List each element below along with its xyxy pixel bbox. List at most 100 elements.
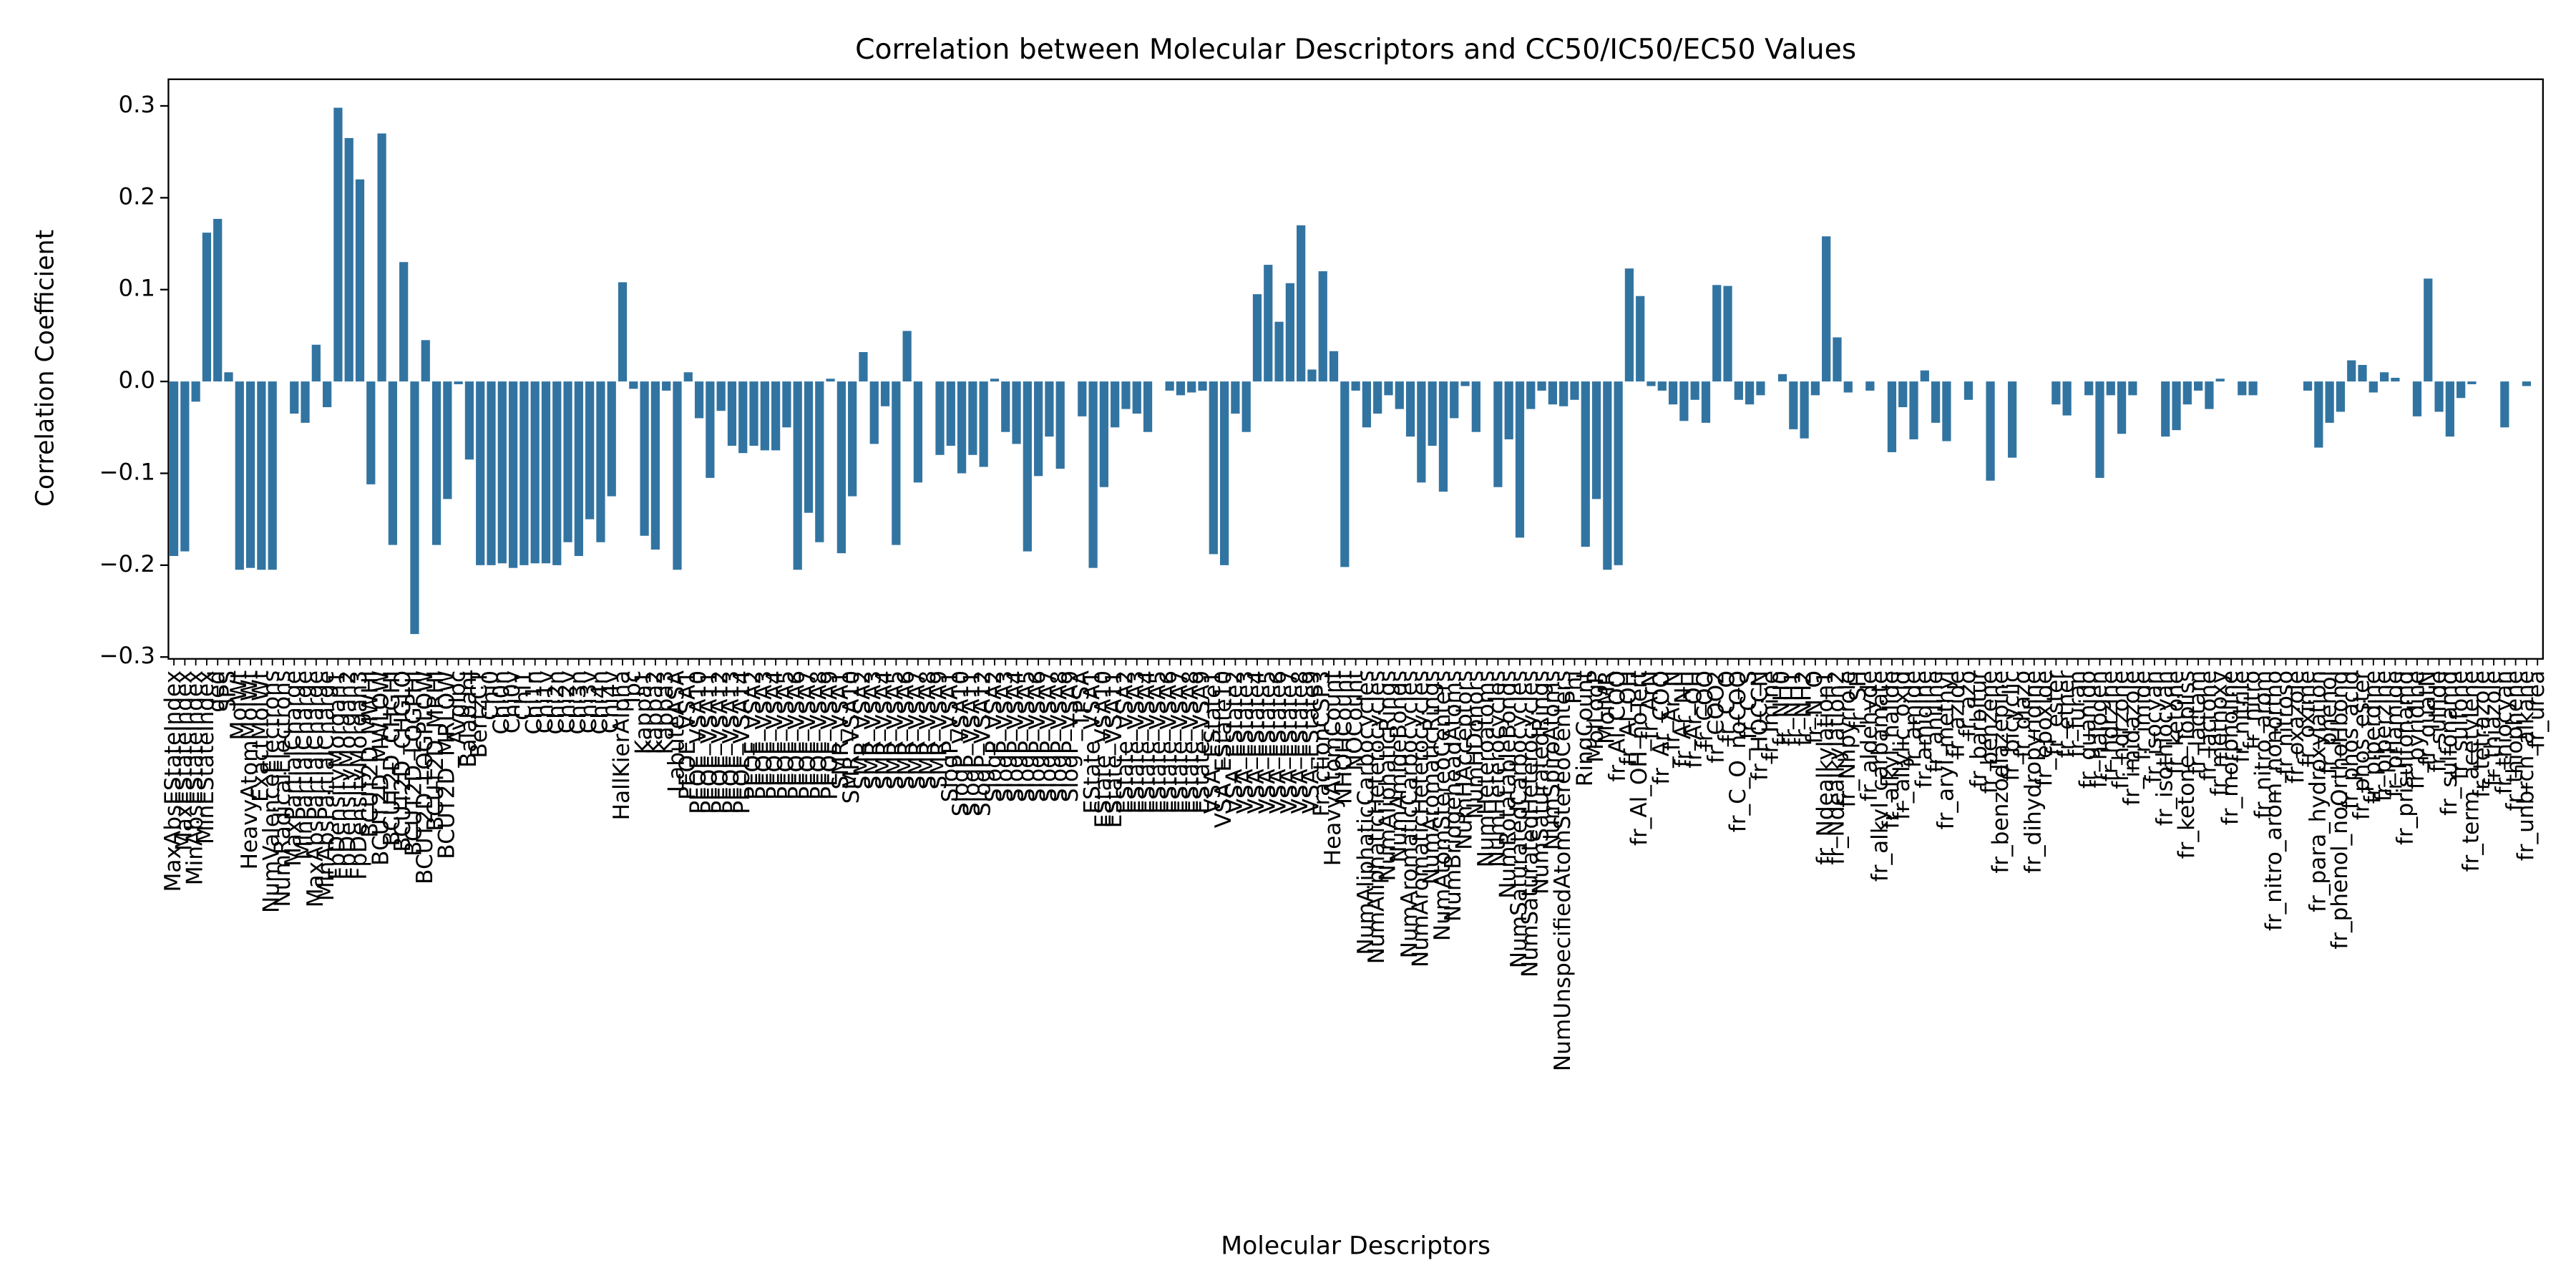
x-tick-label: fr_thiophene xyxy=(2502,670,2528,811)
x-tick-label: Chi3n xyxy=(565,670,591,735)
bar xyxy=(1789,381,1798,429)
x-tick-label: TPSA xyxy=(1068,670,1094,728)
bar xyxy=(454,381,463,384)
x-tick-label: MinAbsPartialCharge xyxy=(313,670,339,901)
x-tick-label: fr_Ndealkylation1 xyxy=(1813,670,1838,865)
x-tick-label: NumSaturatedCarbocycles xyxy=(1506,670,1532,968)
x-tick-label: fr_urea xyxy=(2524,670,2550,748)
bar xyxy=(2347,360,2356,382)
bar xyxy=(1417,381,1426,483)
x-tick-label: fr_tetrazole xyxy=(2469,670,2495,798)
x-tick-label: fr_term_acetylene xyxy=(2458,670,2484,872)
x-tick-label: MaxPartialCharge xyxy=(280,670,306,867)
bar xyxy=(2205,381,2214,409)
x-tick-label: MaxAbsEStateIndex xyxy=(160,670,186,892)
x-tick-label: VSA_EState5 xyxy=(1254,670,1280,814)
y-tick-label: 0.1 xyxy=(119,275,155,302)
bar xyxy=(333,107,343,382)
bar xyxy=(683,372,693,382)
bar xyxy=(497,381,507,564)
bar xyxy=(2248,381,2258,396)
x-tick-label: SlogP_VSA9 xyxy=(1058,670,1083,802)
bar xyxy=(2194,381,2203,391)
bar xyxy=(169,381,179,556)
bar xyxy=(1012,381,1021,444)
x-tick-label: fr_Al_COO xyxy=(1605,670,1631,782)
bar xyxy=(2358,364,2367,382)
x-tick-label: NHOHCount xyxy=(1331,670,1357,804)
x-tick-label: fr_hdrzine xyxy=(2097,670,2123,782)
x-tick-label: Chi1 xyxy=(510,670,536,721)
bar xyxy=(1603,381,1612,570)
x-tick-label: fr_Nhpyrrole xyxy=(1835,670,1860,808)
bar xyxy=(1756,381,1765,396)
bar xyxy=(1384,381,1393,396)
bar xyxy=(1679,381,1689,421)
x-tick-label: fr_phenol xyxy=(2316,670,2342,774)
bar xyxy=(585,381,595,519)
x-tick-label: fr_halogen xyxy=(2087,670,2112,789)
bar xyxy=(443,381,452,499)
bar xyxy=(2314,381,2323,448)
x-tick-label: NumAliphaticCarbocycles xyxy=(1353,670,1379,955)
x-tick-label: fr_morpholine xyxy=(2218,670,2243,825)
x-tick-label: fr_COO2 xyxy=(1703,670,1729,763)
x-tick-label: fr_ketone xyxy=(2163,670,2189,775)
bar xyxy=(1570,381,1579,400)
plot-frame xyxy=(167,78,2544,660)
x-tick-label: fr_barbitur xyxy=(1966,670,1991,788)
x-tick-label: BCUT2D_MWHI xyxy=(357,670,383,838)
x-tick-label: SlogP_VSA12 xyxy=(970,670,996,816)
x-tick-label: fr_N_O xyxy=(1802,670,1828,744)
x-tick-label: fr_thiazole xyxy=(2480,670,2506,786)
x-tick-label: PEOE_VSA14 xyxy=(729,670,755,814)
bar xyxy=(1088,381,1098,568)
x-tick-label: PEOE_VSA6 xyxy=(784,670,810,800)
x-tick-label: BCUT2D_CHGLO xyxy=(390,670,416,852)
x-tick-label: fr_Ndealkylation2 xyxy=(1823,670,1849,865)
x-tick-label: VSA_EState7 xyxy=(1277,670,1302,814)
bar xyxy=(673,381,682,570)
bar xyxy=(1624,268,1634,382)
bar xyxy=(836,381,846,554)
x-tick-label: SlogP_VSA10 xyxy=(948,670,974,816)
x-tick-label: Kappa3 xyxy=(653,670,678,754)
x-tick-label: fr_diazo xyxy=(2009,670,2035,758)
bar xyxy=(640,381,649,536)
bar xyxy=(760,381,769,451)
bar xyxy=(2215,379,2225,382)
bar xyxy=(2008,381,2017,458)
bar xyxy=(245,381,255,568)
x-tick-label: fr_benzene xyxy=(1977,670,2003,794)
x-tick-label: fr_epoxide xyxy=(2031,670,2057,786)
x-tick-label: fr_sulfide xyxy=(2426,670,2451,773)
x-tick-label: fr_lactone xyxy=(2195,670,2221,781)
x-tick-label: SlogP_VSA3 xyxy=(992,670,1018,802)
bar xyxy=(1668,381,1678,405)
x-tick-label: FpDensityMorgan2 xyxy=(336,670,361,880)
x-tick-label: fr_allylic_oxid xyxy=(1889,670,1915,820)
x-tick-label: fr_aldehyde xyxy=(1856,670,1882,801)
bar xyxy=(913,381,923,483)
bar xyxy=(1450,381,1459,419)
x-tick-label: SlogP_VSA8 xyxy=(1047,670,1073,802)
bar xyxy=(476,381,485,565)
bar xyxy=(2500,381,2509,428)
bar xyxy=(1843,381,1853,393)
x-tick-label: NumHAcceptors xyxy=(1452,670,1478,850)
bar xyxy=(706,381,715,478)
bar xyxy=(1865,381,1875,391)
x-tick-label: VSA_EState1 xyxy=(1200,670,1226,814)
x-tick-label: fr_nitro_arom xyxy=(2250,670,2276,819)
bar xyxy=(1526,381,1536,409)
y-tick-label: 0.3 xyxy=(119,91,155,118)
x-tick-label: SMR_VSA10 xyxy=(839,670,864,804)
bar xyxy=(815,381,824,542)
x-tick-label: fr_guanido xyxy=(2075,670,2101,789)
x-tick-label: HallKierAlpha xyxy=(609,670,635,820)
x-tick-label: EState_VSA9 xyxy=(1189,670,1215,814)
bar xyxy=(1636,296,1645,382)
bar xyxy=(257,381,266,570)
bar xyxy=(892,381,901,545)
bar xyxy=(366,381,376,484)
